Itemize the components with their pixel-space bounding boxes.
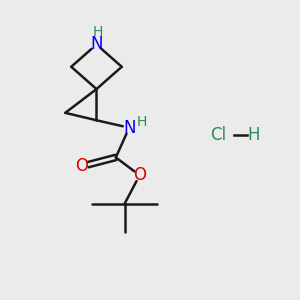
Text: Cl: Cl	[210, 126, 226, 144]
Text: O: O	[133, 166, 146, 184]
Text: O: O	[75, 157, 88, 175]
Text: H: H	[248, 126, 260, 144]
Text: N: N	[90, 35, 103, 53]
Text: H: H	[136, 115, 147, 129]
Text: H: H	[93, 25, 103, 39]
Text: N: N	[123, 119, 135, 137]
